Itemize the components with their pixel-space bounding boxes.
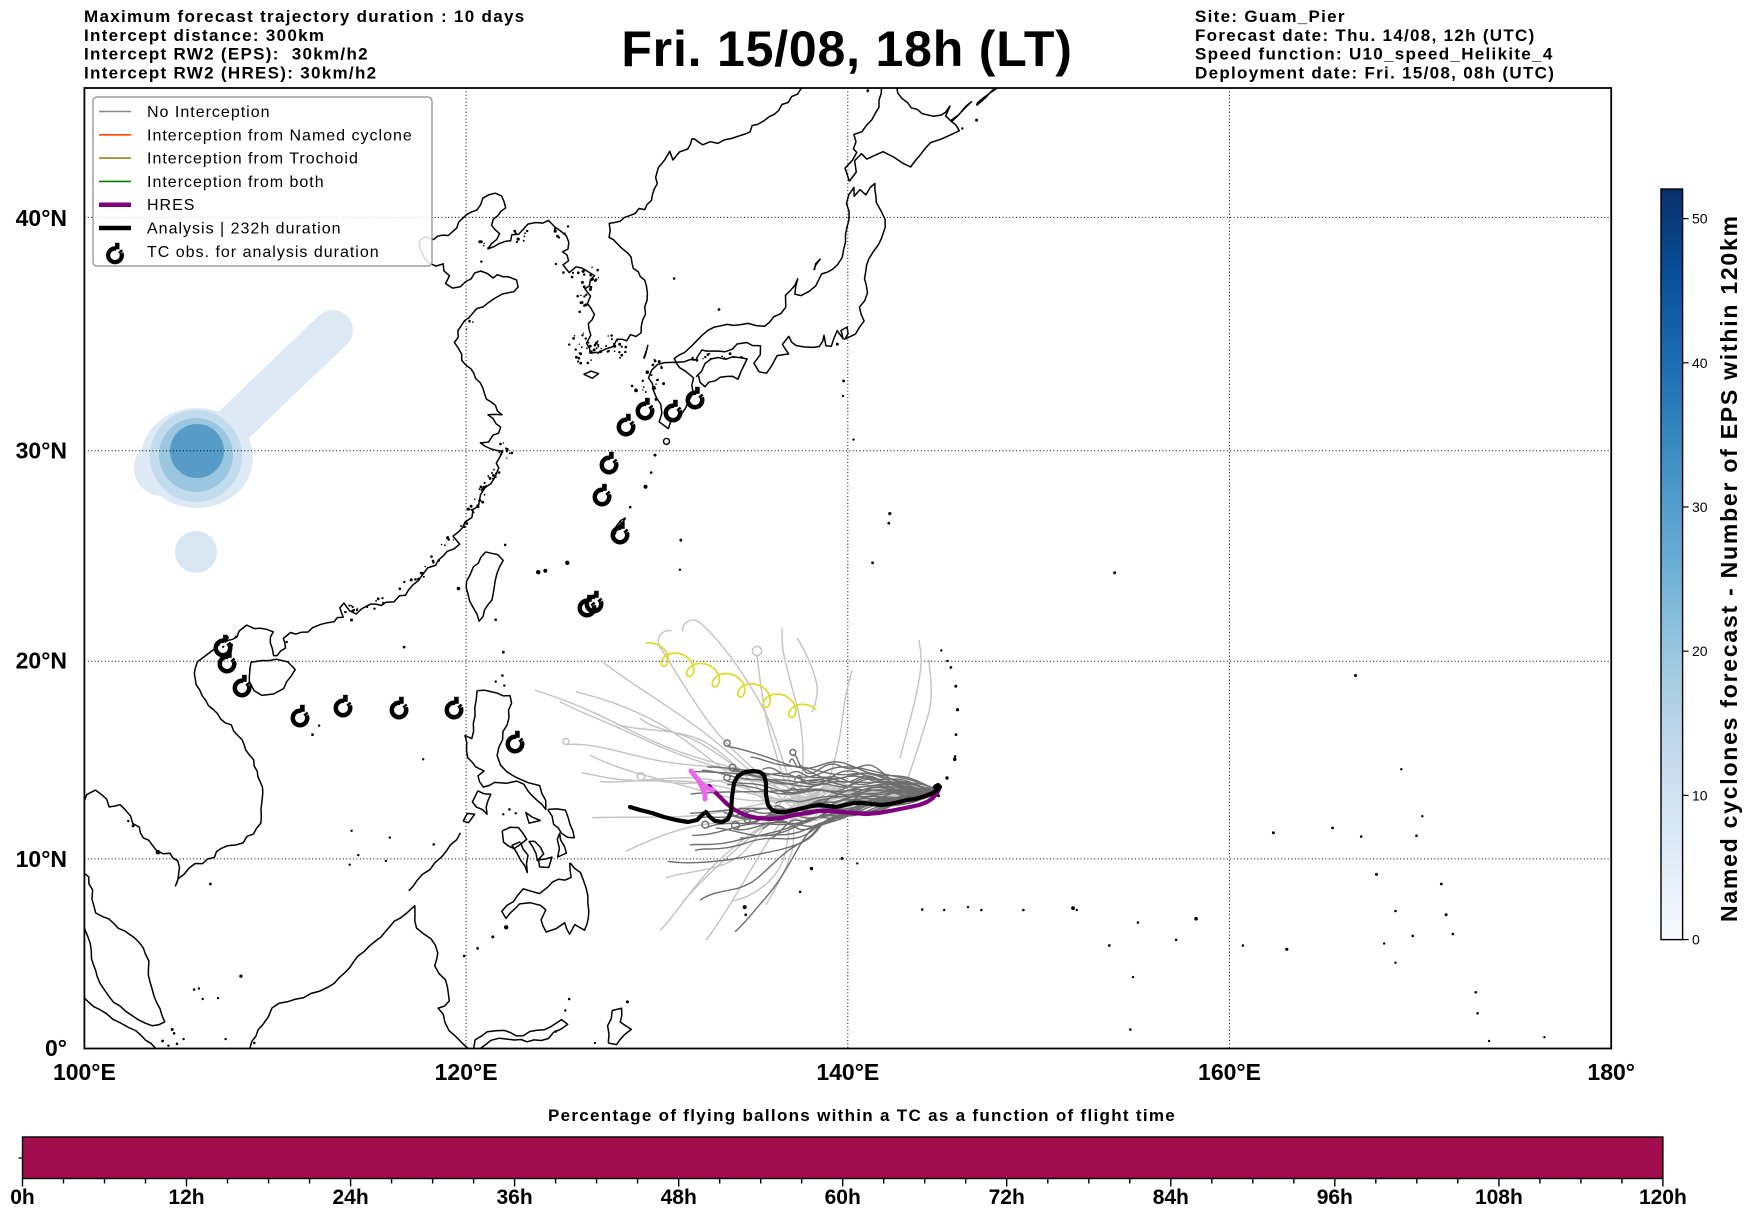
svg-text:40°N: 40°N xyxy=(16,205,67,231)
svg-text:140°E: 140°E xyxy=(816,1059,879,1085)
svg-text:Named cyclones forecast - Numb: Named cyclones forecast - Number of EPS … xyxy=(1716,216,1742,922)
svg-text:0: 0 xyxy=(1692,932,1700,948)
svg-text:108h: 108h xyxy=(1475,1186,1523,1209)
svg-text:20°N: 20°N xyxy=(16,648,67,674)
svg-text:160°E: 160°E xyxy=(1198,1059,1261,1085)
svg-text:96h: 96h xyxy=(1317,1186,1353,1209)
svg-text:Maximum forecast trajectory du: Maximum forecast trajectory duration : 1… xyxy=(84,7,525,26)
svg-text:Fri. 15/08, 18h (LT): Fri. 15/08, 18h (LT) xyxy=(621,21,1072,77)
svg-text:Intercept distance: 300km: Intercept distance: 300km xyxy=(84,26,325,45)
svg-text:48h: 48h xyxy=(661,1186,697,1209)
svg-text:Deployment date: Fri. 15/08, 0: Deployment date: Fri. 15/08, 08h (UTC) xyxy=(1195,63,1555,82)
svg-text:40: 40 xyxy=(1692,355,1708,371)
svg-text:60h: 60h xyxy=(825,1186,861,1209)
svg-text:30: 30 xyxy=(1692,499,1708,515)
svg-text:TC obs. for analysis duration: TC obs. for analysis duration xyxy=(147,244,380,261)
svg-text:Intercept RW2 (EPS): 30km/h2: Intercept RW2 (EPS): 30km/h2 xyxy=(84,45,369,64)
svg-text:100°E: 100°E xyxy=(53,1059,116,1085)
svg-text:Interception from Trochoid: Interception from Trochoid xyxy=(147,151,359,168)
svg-text:0°: 0° xyxy=(45,1035,67,1061)
svg-text:84h: 84h xyxy=(1153,1186,1189,1209)
svg-text:12h: 12h xyxy=(168,1186,204,1209)
svg-text:Intercept RW2 (HRES): 30km/h2: Intercept RW2 (HRES): 30km/h2 xyxy=(84,63,377,82)
svg-text:72h: 72h xyxy=(989,1186,1025,1209)
svg-text:36h: 36h xyxy=(497,1186,533,1209)
svg-text:180°: 180° xyxy=(1587,1059,1635,1085)
svg-text:Speed function: U10_speed_Heli: Speed function: U10_speed_Helikite_4 xyxy=(1195,45,1554,64)
svg-text:0h: 0h xyxy=(10,1186,35,1209)
svg-text:120°E: 120°E xyxy=(435,1059,498,1085)
svg-text:20: 20 xyxy=(1692,643,1708,659)
svg-text:120h: 120h xyxy=(1639,1186,1687,1209)
svg-text:30°N: 30°N xyxy=(16,438,67,464)
svg-text:HRES: HRES xyxy=(147,197,195,214)
svg-text:Forecast date: Thu. 14/08, 12h: Forecast date: Thu. 14/08, 12h (UTC) xyxy=(1195,26,1536,45)
svg-text:Interception from Named cyclon: Interception from Named cyclone xyxy=(147,127,413,144)
svg-text:10°N: 10°N xyxy=(16,846,67,872)
svg-text:10: 10 xyxy=(1692,787,1708,803)
svg-text:No Interception: No Interception xyxy=(147,104,271,121)
svg-text:Interception from both: Interception from both xyxy=(147,174,325,191)
svg-text:Analysis | 232h duration: Analysis | 232h duration xyxy=(147,221,341,238)
svg-text:24h: 24h xyxy=(333,1186,369,1209)
svg-text:50: 50 xyxy=(1692,211,1708,227)
svg-text:Site: Guam_Pier: Site: Guam_Pier xyxy=(1195,7,1346,26)
svg-text:Percentage of flying ballons w: Percentage of flying ballons within a TC… xyxy=(548,1106,1176,1125)
